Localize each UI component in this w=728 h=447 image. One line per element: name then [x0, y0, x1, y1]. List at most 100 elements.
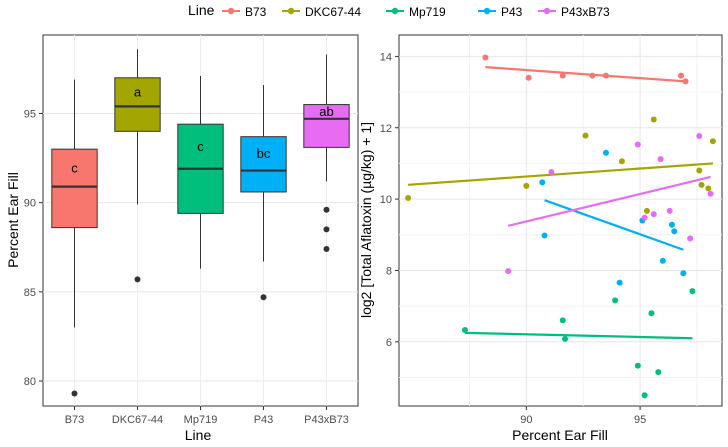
scatter-point-4: [548, 168, 555, 175]
scatter-point-1: [582, 132, 589, 139]
scatter-point-1: [405, 195, 412, 202]
boxplot-outlier: [260, 294, 267, 301]
scatter-y-tick-label: 12: [380, 123, 392, 135]
boxplot-y-tick-label: 85: [24, 287, 36, 299]
boxplot-x-tick-label: P43xB73: [304, 414, 349, 426]
legend-key-point-4: [543, 7, 551, 15]
scatter-point-2: [562, 335, 569, 342]
scatter-point-2: [559, 317, 566, 324]
scatter-point-3: [680, 270, 687, 277]
legend-key-point-1: [287, 7, 295, 15]
legend-label-3: P43: [501, 5, 523, 19]
scatter-point-3: [668, 221, 675, 228]
scatter-point-2: [655, 369, 662, 376]
scatter-y-tick-label: 10: [380, 194, 392, 206]
boxplot-x-tick-label: B73: [65, 414, 85, 426]
legend-title: Line: [188, 2, 215, 18]
scatter-point-3: [541, 232, 548, 239]
scatter-point-4: [687, 235, 694, 242]
scatter-x-tick-label: 95: [634, 414, 646, 426]
scatter-point-4: [707, 190, 714, 197]
boxplot-x-tick-label: DKC67-44: [112, 414, 163, 426]
boxplot-outlier: [323, 226, 330, 233]
scatter-x-tick-label: 90: [520, 414, 532, 426]
boxplot-group-label-1: a: [134, 85, 142, 100]
scatter-point-0: [682, 78, 689, 85]
boxplot-y-tick-label: 95: [24, 108, 36, 120]
scatter-point-1: [709, 138, 716, 145]
scatter-point-2: [648, 310, 655, 317]
scatter-point-1: [698, 181, 705, 188]
legend-label-4: P43xB73: [561, 5, 610, 19]
scatter-point-4: [650, 211, 657, 218]
scatter-point-1: [643, 207, 650, 214]
scatter-y-axis-title: log2 [Total Aflatoxin (µg/kg) + 1]: [358, 122, 374, 318]
scatter-y-tick-label: 14: [380, 51, 392, 63]
boxplot-outlier: [134, 276, 141, 283]
scatter-point-0: [525, 74, 532, 81]
scatter-plot-area: [398, 34, 723, 407]
boxplot-group-label-0: c: [71, 160, 78, 175]
scatter-point-2: [612, 297, 619, 304]
scatter-point-3: [616, 279, 623, 286]
scatter-x-axis-title: Percent Ear Fill: [512, 427, 608, 443]
boxplot-outlier: [71, 390, 78, 397]
scatter-y-tick-label: 8: [386, 265, 392, 277]
scatter-point-1: [705, 185, 712, 192]
legend-label-2: Mp719: [409, 5, 446, 19]
scatter-point-4: [505, 268, 512, 275]
legend-label-1: DKC67-44: [305, 5, 361, 19]
boxplot-group-label-3: bc: [257, 146, 271, 161]
boxplot-group-label-2: c: [197, 139, 204, 154]
legend-label-0: B73: [245, 5, 267, 19]
scatter-point-0: [678, 72, 685, 79]
scatter-point-4: [657, 156, 664, 163]
legend-key-point-2: [391, 7, 399, 15]
scatter-point-4: [696, 132, 703, 139]
scatter-point-1: [618, 158, 625, 165]
boxplot-box-3: [240, 136, 287, 193]
scatter-fit-line-1: [408, 162, 713, 186]
scatter-point-0: [559, 72, 566, 79]
scatter-point-4: [641, 214, 648, 221]
scatter-point-3: [539, 179, 546, 186]
scatter-fit-line-3: [544, 199, 684, 251]
scatter-point-3: [671, 228, 678, 235]
scatter-point-0: [602, 72, 609, 79]
scatter-point-3: [659, 257, 666, 264]
boxplot-y-axis-title: Percent Ear Fill: [5, 172, 21, 268]
scatter-y-tick-label: 6: [386, 337, 392, 349]
scatter-point-1: [696, 167, 703, 174]
scatter-point-3: [602, 149, 609, 156]
boxplot-box-0: [51, 148, 98, 229]
scatter-fit-line-2: [464, 331, 693, 340]
legend-key-point-0: [227, 7, 235, 15]
scatter-fit-line-4: [507, 175, 711, 227]
boxplot-y-tick-label: 80: [24, 376, 36, 388]
scatter-point-0: [482, 54, 489, 61]
scatter-fit-line-0: [485, 66, 686, 83]
boxplot-outlier: [323, 246, 330, 253]
legend: Line B73 DKC67-44 Mp719 P43 P43xB73: [188, 2, 610, 19]
boxplot-y-tick-label: 90: [24, 198, 36, 210]
boxplot-panel: c a c bc ab 80 85 90 95 B73 DKC67-44 Mp719 P43 P43xB…: [5, 34, 359, 443]
legend-key-point-3: [483, 7, 491, 15]
boxplot-box-1: [114, 77, 161, 132]
scatter-point-0: [589, 72, 596, 79]
scatter-point-2: [634, 362, 641, 369]
scatter-point-2: [641, 392, 648, 399]
scatter-point-1: [523, 182, 530, 189]
scatter-point-4: [634, 141, 641, 148]
boxplot-x-axis-title: Line: [185, 427, 212, 443]
scatter-point-2: [689, 288, 696, 295]
scatter-point-2: [461, 327, 468, 334]
boxplot-x-tick-label: P43: [254, 414, 274, 426]
scatter-point-1: [650, 116, 657, 123]
boxplot-outlier: [323, 206, 330, 213]
boxplot-box-4: [303, 104, 350, 148]
boxplot-group-label-4: ab: [319, 104, 333, 119]
scatter-panel: 6 8 10 12 14 90 95 Percent Ear Fill log2 [Tota…: [358, 34, 723, 443]
boxplot-x-tick-label: Mp719: [184, 414, 218, 426]
scatter-point-4: [666, 207, 673, 214]
